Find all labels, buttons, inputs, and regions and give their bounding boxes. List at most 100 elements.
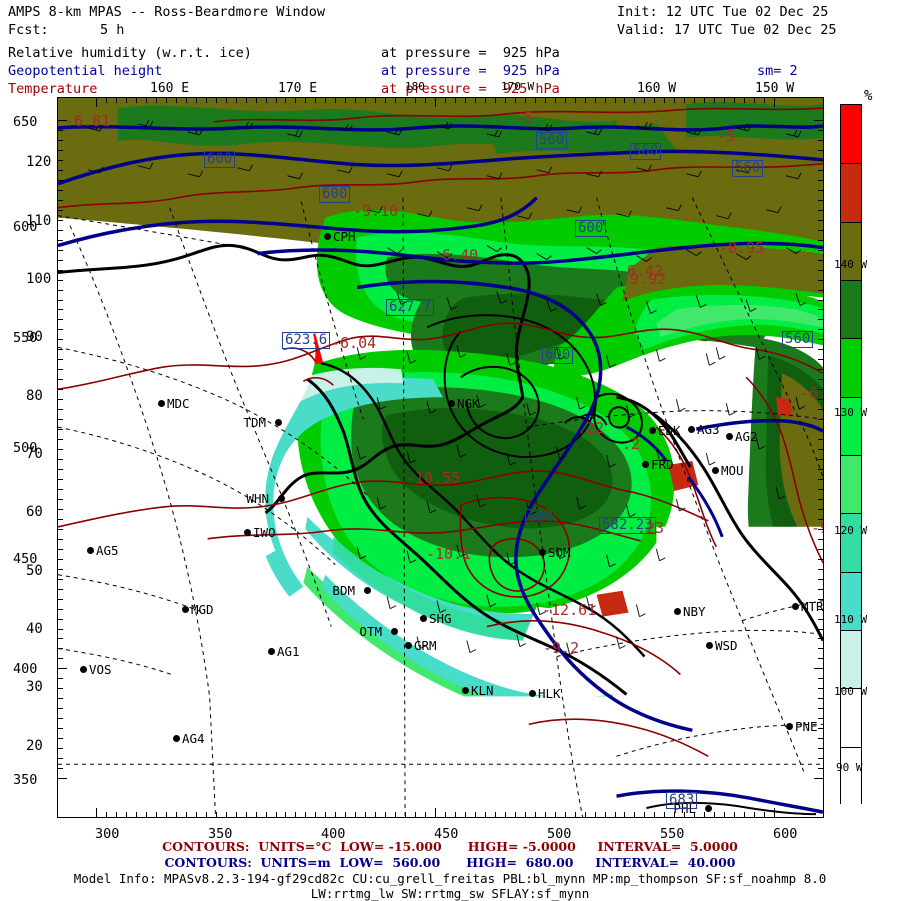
colorbar-tick-20: 20 xyxy=(26,737,43,754)
station-dot-icon xyxy=(462,687,469,694)
station-label: WHN xyxy=(246,491,269,506)
station-label: MOU xyxy=(721,463,744,478)
lon-label-100w: 100 W xyxy=(834,685,868,698)
x-tick-350: 350 xyxy=(208,826,233,842)
temperature-contour-label: .2 xyxy=(622,435,641,453)
page-title: AMPS 8-km MPAS -- Ross-Beardmore Window xyxy=(8,4,325,20)
temperature-contour-label: -6.45 xyxy=(800,384,823,402)
temperature-contour-label: -6.04 xyxy=(331,334,377,352)
station-label: SHG xyxy=(429,611,452,626)
station-label: IWO xyxy=(253,525,276,540)
station-label: SOM xyxy=(548,545,571,560)
field-tmp-pressure: at pressure = 925 hPa xyxy=(381,81,560,97)
x-tick-550: 550 xyxy=(660,826,685,842)
map-plot-area[interactable]: CPH MDC TDM WHN IWO AG5 MGD AG1 VOS AG4 BDM OTM GRM S… xyxy=(57,97,824,818)
height-contour-label: 683 xyxy=(666,792,698,809)
colorbar-segment-70 xyxy=(841,455,861,515)
station-label: MGD xyxy=(191,602,214,617)
height-contour-label: 560 xyxy=(732,160,764,177)
station-dot-icon xyxy=(244,529,251,536)
y-tick-450: 450 xyxy=(13,551,38,567)
height-contour-label: 627.7 xyxy=(386,299,435,316)
colorbar-tick-30: 30 xyxy=(26,679,43,696)
station-label: NBY xyxy=(683,604,706,619)
station-dot-icon xyxy=(705,805,712,812)
temperature-contour-label: -8.95 xyxy=(719,239,765,257)
field-rh-name: Relative humidity (w.r.t. ice) xyxy=(8,45,252,61)
colorbar-segment-80 xyxy=(841,396,861,456)
x-tick-300: 300 xyxy=(95,826,120,842)
lon-label-160e: 160 E xyxy=(150,81,190,96)
fcst-value: 5 h xyxy=(100,22,125,38)
field-rh-pressure: at pressure = 925 hPa xyxy=(381,45,560,61)
station-dot-icon xyxy=(529,690,536,697)
station-dot-icon xyxy=(87,547,94,554)
station-dot-icon xyxy=(786,723,793,730)
colorbar-unit-label: % xyxy=(864,88,873,104)
colorbar-segment-100 xyxy=(841,280,861,340)
station-dot-icon xyxy=(539,549,546,556)
station-label: AG4 xyxy=(182,731,205,746)
field-tmp-name: Temperature xyxy=(8,81,98,97)
x-tick-600: 600 xyxy=(773,826,798,842)
temperature-contour-label: -6.81 xyxy=(65,112,111,130)
valid-time: Valid: 17 UTC Tue 02 Dec 25 xyxy=(617,22,837,38)
colorbar[interactable] xyxy=(840,104,862,806)
lon-label-170e: 170 E xyxy=(278,81,318,96)
station-dot-icon xyxy=(173,735,180,742)
field-hgt-name: Geopotential height xyxy=(8,63,163,79)
station-dot-icon xyxy=(688,426,695,433)
station-label: VOS xyxy=(89,662,112,677)
station-label: HLK xyxy=(538,686,561,701)
temperature-contour-label: -10.1 xyxy=(426,545,472,563)
colorbar-tick-110: 110 xyxy=(26,212,52,229)
station-label: BDM xyxy=(332,583,355,598)
colorbar-tick-120: 120 xyxy=(26,154,52,171)
colorbar-tick-70: 70 xyxy=(26,446,43,462)
station-dot-icon xyxy=(712,467,719,474)
y-tick-500: 500 xyxy=(13,440,38,456)
colorbar-tick-90: 90 xyxy=(26,329,43,346)
y-tick-550: 550 xyxy=(13,330,38,346)
footer-contours-height: CONTOURS: UNITS=m LOW= 560.00 HIGH= 680.… xyxy=(164,855,736,870)
colorbar-segment-130 xyxy=(841,105,861,164)
lon-label-90w: 90 W xyxy=(836,761,863,774)
lon-label-110w: 110 W xyxy=(834,613,868,626)
colorbar-segment-30 xyxy=(841,688,861,748)
temperature-contour-label: -12.61 xyxy=(542,601,597,619)
station-label: CPH xyxy=(333,229,356,244)
height-contour-label: 600 xyxy=(525,509,557,526)
lon-label-120w: 120 W xyxy=(834,524,868,537)
init-time: Init: 12 UTC Tue 02 Dec 25 xyxy=(617,4,829,20)
y-tick-350: 350 xyxy=(13,772,38,788)
temperature-contour-label: -10.55 xyxy=(406,469,461,487)
x-tick-450: 450 xyxy=(434,826,459,842)
station-label: MTR xyxy=(801,599,824,614)
height-contour-label: 600 xyxy=(542,347,574,364)
temperature-contour-label: -6.40 xyxy=(433,246,479,264)
colorbar-segment-50 xyxy=(841,571,861,631)
station-label: GRM xyxy=(414,638,437,653)
station-dot-icon xyxy=(649,427,656,434)
station-label: MDC xyxy=(167,396,190,411)
station-dot-icon xyxy=(275,419,282,426)
x-tick-400: 400 xyxy=(321,826,346,842)
y-tick-600: 600 xyxy=(13,219,38,235)
station-dot-icon xyxy=(642,461,649,468)
lon-label-140w: 140 W xyxy=(834,258,868,271)
temperature-contour-label: -5 xyxy=(717,127,736,145)
height-contour-label: 600 xyxy=(204,151,236,168)
colorbar-segment-60 xyxy=(841,513,861,573)
station-dot-icon xyxy=(278,495,285,502)
y-tick-400: 400 xyxy=(13,661,38,677)
station-label: FRD xyxy=(651,457,674,472)
temperature-contour-label: -6.42 xyxy=(618,262,664,280)
colorbar-segment-110 xyxy=(841,221,861,281)
fcst-label: Fcst: xyxy=(8,22,49,38)
height-contour-label: 623.6 xyxy=(282,332,331,349)
station-label: NGK xyxy=(457,396,480,411)
station-dot-icon xyxy=(792,603,799,610)
station-label: WSD xyxy=(715,638,738,653)
station-dot-icon xyxy=(182,606,189,613)
station-dot-icon xyxy=(391,628,398,635)
